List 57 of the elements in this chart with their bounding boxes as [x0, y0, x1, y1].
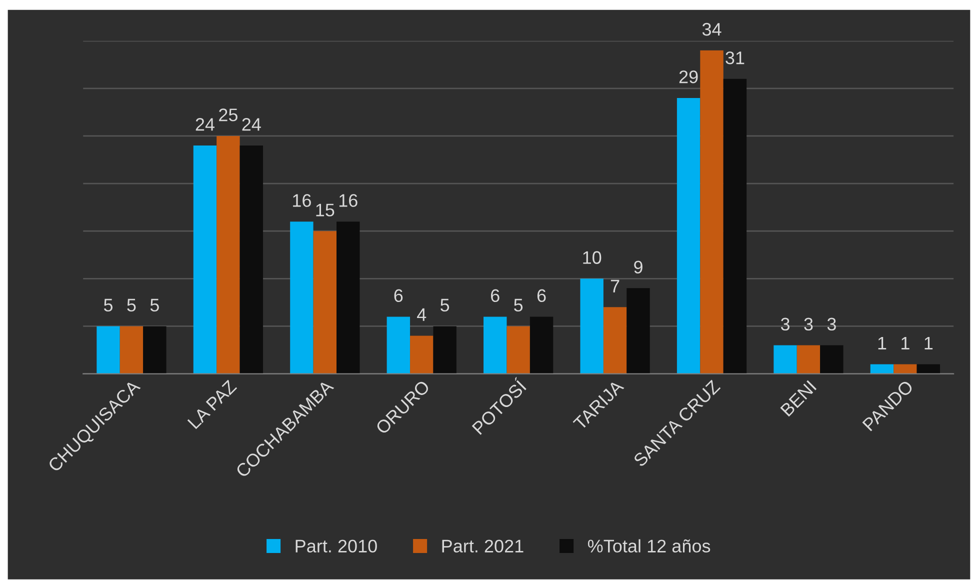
data-label: 29 [679, 70, 698, 84]
bar [484, 316, 507, 374]
data-label: 6 [491, 289, 500, 302]
data-label: 24 [242, 118, 261, 131]
data-label: 15 [316, 204, 334, 216]
data-label: 16 [339, 194, 358, 207]
data-label: 9 [634, 260, 642, 274]
data-label: 5 [440, 298, 450, 312]
bar [216, 136, 240, 374]
bar [240, 146, 264, 374]
data-label: 3 [827, 318, 836, 331]
data-label: 4 [417, 308, 426, 321]
data-label: 25 [219, 108, 238, 122]
data-label: 7 [610, 280, 620, 292]
legend-label: Part. 2010 [296, 540, 377, 552]
data-label: 24 [196, 118, 215, 131]
data-label: 34 [702, 22, 722, 36]
data-label: 5 [150, 298, 159, 312]
bar [506, 326, 530, 374]
legend-label: Part. 2021 [442, 540, 524, 552]
data-label: 6 [394, 289, 403, 302]
bar [410, 336, 434, 374]
bar [96, 326, 120, 374]
bar [603, 307, 627, 374]
bar [143, 326, 166, 374]
bar [916, 364, 940, 374]
data-label: 5 [104, 298, 113, 312]
bar [313, 231, 337, 374]
data-label: 3 [804, 318, 813, 331]
bar [796, 345, 820, 374]
data-label: 10 [583, 251, 602, 264]
bar [433, 326, 456, 374]
bar [336, 222, 360, 374]
bar [386, 316, 410, 374]
data-label: 1 [924, 336, 933, 350]
legend-label: %Total 12 años [588, 539, 710, 552]
bar [676, 98, 700, 374]
bar [870, 364, 894, 374]
data-label: 5 [127, 298, 136, 312]
data-label: 1 [902, 336, 910, 350]
bar [193, 146, 217, 374]
bar [580, 278, 604, 374]
data-label: 6 [537, 289, 546, 302]
data-label: 5 [514, 298, 523, 312]
bar [626, 288, 650, 374]
data-label: 31 [726, 51, 744, 64]
data-label: 3 [780, 318, 790, 331]
data-label: 16 [293, 194, 311, 207]
bar [700, 50, 724, 374]
bar [120, 326, 144, 374]
bar [894, 364, 917, 374]
bar [530, 316, 554, 374]
bar [723, 78, 747, 374]
data-label: 1 [878, 336, 886, 350]
bar [290, 222, 314, 374]
bar [820, 345, 844, 374]
bar [774, 345, 797, 374]
